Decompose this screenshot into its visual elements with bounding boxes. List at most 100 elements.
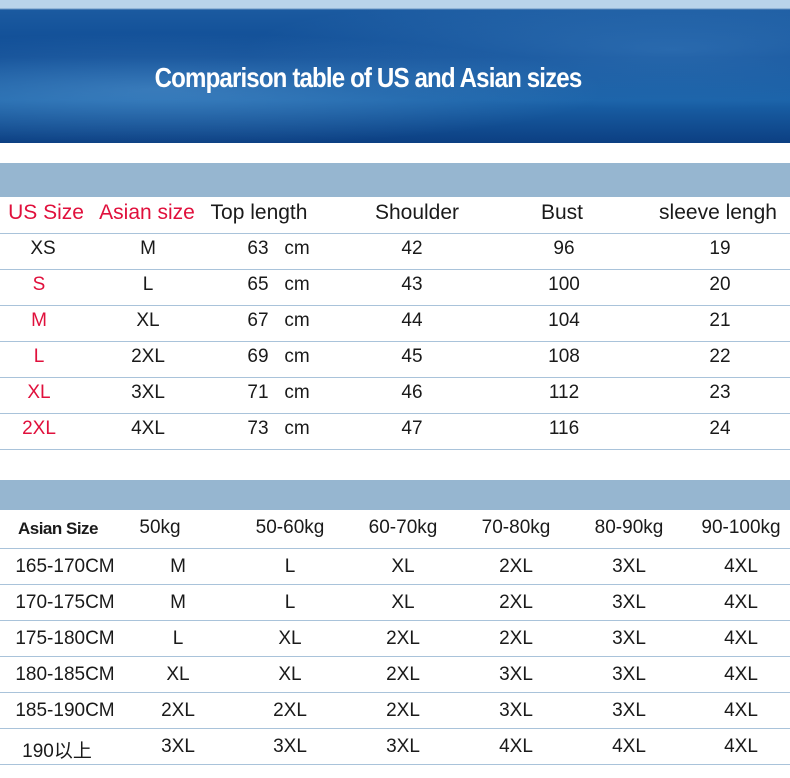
unit-label: cm [284,274,310,295]
table-cell: 65 [247,274,269,295]
table-cell: 3XL [499,700,533,721]
table-cell: 69 [247,346,269,367]
column-header: sleeve lengh [659,201,777,224]
table-cell: 20 [709,274,731,295]
table-cell: 42 [401,238,423,259]
table-cell: 3XL [612,628,646,649]
table-cell: M [170,592,186,613]
table-cell: M [140,238,156,259]
table-cell: 22 [709,346,731,367]
table-cell: L [142,274,154,295]
table-cell: 4XL [724,736,758,757]
unit-label: cm [284,310,310,331]
table-cell: 165-170CM [15,556,115,577]
table-cell: 3XL [273,736,307,757]
table-cell: 2XL [499,556,533,577]
table-cell: 2XL [273,700,307,721]
table-cell: 67 [247,310,269,331]
row-divider [0,692,790,693]
table-cell: 4XL [612,736,646,757]
table-cell: 2XL [386,700,420,721]
table-cell: 185-190CM [15,700,115,721]
unit-label: cm [284,418,310,439]
table-cell: 4XL [724,556,758,577]
unit-label: cm [284,346,310,367]
table-cell: 63 [247,238,269,259]
table-cell: 108 [548,346,580,367]
table-cell: S [32,274,46,295]
table2-header-bar [0,480,790,510]
table-cell: 4XL [724,700,758,721]
row-divider [0,377,790,378]
table-cell: 2XL [386,664,420,685]
table-cell: 112 [548,382,580,403]
table-cell: 3XL [612,592,646,613]
table-cell: 4XL [724,592,758,613]
table-cell: 190以上 [22,741,92,762]
table-cell: XL [136,310,160,331]
table-cell: XL [27,382,51,403]
column-header: Shoulder [374,201,460,224]
table-cell: 45 [401,346,423,367]
table-cell: 3XL [161,736,195,757]
unit-label: cm [284,382,310,403]
row-divider [0,305,790,306]
table-cell: M [31,310,47,331]
row-divider [0,413,790,414]
table-cell: 100 [548,274,580,295]
row-divider [0,269,790,270]
table-cell: 3XL [386,736,420,757]
table-cell: 116 [548,418,580,439]
column-header: Asian size [99,201,195,224]
table-cell: XL [391,592,415,613]
column-header: 80-90kg [594,517,664,538]
column-header: 90-100kg [701,517,781,538]
table-cell: 44 [401,310,423,331]
table-cell: L [172,628,184,649]
table-cell: 2XL [499,592,533,613]
row-divider [0,620,790,621]
table-cell: 180-185CM [15,664,115,685]
table-cell: 2XL [22,418,56,439]
table-cell: 23 [709,382,731,403]
table-cell: 19 [709,238,731,259]
column-header: 60-70kg [368,517,438,538]
table-cell: 3XL [612,664,646,685]
row-divider [0,341,790,342]
column-header: 70-80kg [481,517,551,538]
table-cell: 73 [247,418,269,439]
table-cell: 47 [401,418,423,439]
unit-label: cm [284,238,310,259]
page-title: Comparison table of US and Asian sizes [154,62,583,93]
table1-header-bar [0,163,790,197]
table-cell: 4XL [131,418,165,439]
table-cell: 3XL [131,382,165,403]
table-cell: 3XL [612,700,646,721]
row-divider [0,233,790,234]
column-header: Asian Size [17,519,99,538]
table-cell: 21 [709,310,731,331]
table-cell: 96 [553,238,575,259]
row-divider [0,548,790,549]
table-cell: 4XL [499,736,533,757]
table-cell: 3XL [612,556,646,577]
row-divider [0,584,790,585]
table-cell: 71 [247,382,269,403]
column-header: Top length [210,201,308,224]
table-cell: M [170,556,186,577]
table-cell: L [284,592,296,613]
table-cell: XL [278,628,302,649]
table-cell: 170-175CM [15,592,115,613]
table-cell: XL [391,556,415,577]
table-cell: 104 [548,310,580,331]
column-header: Bust [540,201,584,224]
row-divider [0,449,790,450]
table-cell: L [33,346,45,367]
table-cell: 2XL [386,628,420,649]
table-cell: XL [278,664,302,685]
row-divider [0,656,790,657]
table-cell: XL [166,664,190,685]
table-cell: 175-180CM [15,628,115,649]
title-banner [0,0,790,143]
table-cell: 3XL [499,664,533,685]
